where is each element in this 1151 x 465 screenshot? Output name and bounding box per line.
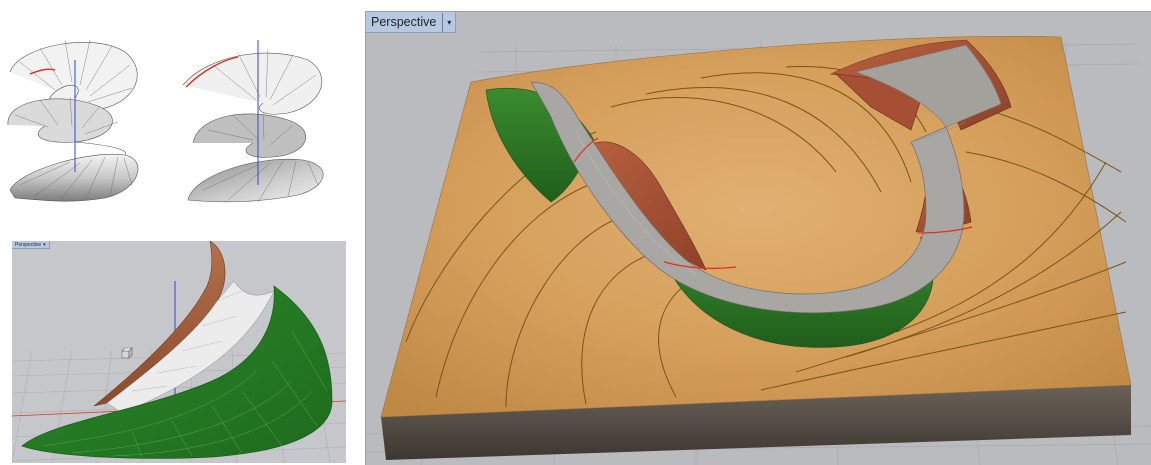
viewport-title: Perspective <box>15 241 42 248</box>
view-cube-icon[interactable] <box>121 347 133 359</box>
helix-ramp-render-2 <box>178 35 338 205</box>
terrain-model <box>380 36 1132 460</box>
helix-surface <box>182 40 324 203</box>
main-perspective-viewport[interactable]: Perspective ▾ <box>365 11 1151 465</box>
ramp-model <box>21 241 333 459</box>
helix-ramp-render-1 <box>0 30 150 205</box>
dropdown-arrow-icon[interactable]: ▾ <box>442 12 455 32</box>
small-perspective-viewport[interactable]: Perspective ▾ <box>12 241 346 463</box>
dropdown-arrow-icon[interactable]: ▾ <box>43 241 46 248</box>
viewport-tab[interactable]: Perspective ▾ <box>366 12 457 33</box>
viewport-tab[interactable]: Perspective ▾ <box>12 241 50 249</box>
daylight-lines <box>573 137 973 270</box>
helix-surface <box>7 39 139 202</box>
viewport-title: Perspective <box>371 15 437 29</box>
